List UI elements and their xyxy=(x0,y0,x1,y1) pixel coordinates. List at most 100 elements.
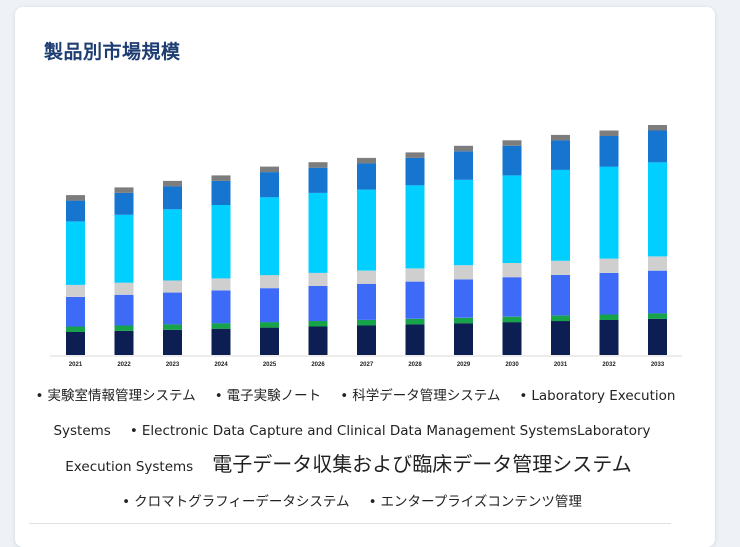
bar-segment-2027-s2 xyxy=(357,283,376,320)
bar-segment-2024-s4 xyxy=(211,205,231,279)
bar-segment-2030-s5 xyxy=(502,145,522,176)
bar-segment-2025-s2 xyxy=(260,288,279,323)
bar-segment-2027-s4 xyxy=(357,189,376,271)
legend-item-lims: • 実験室情報管理システム xyxy=(35,388,196,404)
bar-segment-2031-s3 xyxy=(551,260,570,275)
bar-segment-2026-s3 xyxy=(308,272,328,286)
bar-segment-2026-s4 xyxy=(308,192,328,273)
bar-segment-2023-s2 xyxy=(163,292,182,325)
bar-segment-2021-s5 xyxy=(66,200,85,222)
bar-segment-2033-s5 xyxy=(648,130,667,163)
x-tick-2023: 2023 xyxy=(166,362,180,368)
bar-segment-2032-s3 xyxy=(599,258,619,273)
bar-segment-2029-s1 xyxy=(454,317,473,324)
bar-segment-2025-s4 xyxy=(260,197,279,276)
bar-segment-2023-s0 xyxy=(163,329,182,355)
bar-segment-2025-s6 xyxy=(260,166,279,173)
bar-segment-2027-s3 xyxy=(357,270,376,284)
bar-segment-2022-s6 xyxy=(114,187,134,193)
bar-segment-2028-s6 xyxy=(405,152,425,158)
x-tick-2025: 2025 xyxy=(263,362,277,368)
bar-segment-2021-s4 xyxy=(66,221,85,285)
bar-segment-2021-s3 xyxy=(66,284,85,297)
bar-segment-2029-s4 xyxy=(454,179,473,266)
bar-segment-2023-s5 xyxy=(163,186,182,210)
bar-segment-2031-s4 xyxy=(551,169,570,261)
bar-segment-2032-s4 xyxy=(599,166,619,259)
bar-segment-2032-s0 xyxy=(599,320,619,355)
bar-segment-2021-s2 xyxy=(66,297,85,327)
bar-segment-2033-s1 xyxy=(648,313,667,319)
section-title: 製品別市場規模 xyxy=(44,41,181,63)
x-tick-2028: 2028 xyxy=(408,362,422,368)
bar-segment-2033-s0 xyxy=(648,318,667,355)
bar-segment-2026-s0 xyxy=(308,326,328,355)
bar-segment-2028-s5 xyxy=(405,157,425,186)
legend-item-eln: • 電子実験ノート xyxy=(214,388,322,404)
bar-segment-2032-s2 xyxy=(599,272,619,315)
bar-segment-2030-s3 xyxy=(502,263,522,278)
bar-segment-2028-s0 xyxy=(405,324,425,355)
bar-segment-2031-s2 xyxy=(551,275,570,316)
bar-segment-2029-s0 xyxy=(454,323,473,355)
bar-segment-2030-s1 xyxy=(502,316,522,323)
legend-item-edc-en: • Electronic Data Capture and Clinical Da… xyxy=(65,423,651,475)
bar-segment-2026-s1 xyxy=(308,321,328,327)
bar-segment-2028-s3 xyxy=(405,268,425,282)
divider xyxy=(29,523,671,524)
legend-item-cds: • クロマトグラフィーデータシステム xyxy=(122,494,350,510)
bar-segment-2033-s2 xyxy=(648,270,667,314)
bar-segment-2024-s5 xyxy=(211,180,231,205)
bar-segment-2022-s2 xyxy=(114,294,134,326)
bar-segment-2023-s3 xyxy=(163,280,182,293)
legend-item-sdms: • 科学データ管理システム xyxy=(340,388,501,404)
legend-item-les: • Laboratory Execution Systems xyxy=(53,388,676,439)
bar-segment-2026-s5 xyxy=(308,167,328,193)
bars-group xyxy=(66,125,667,355)
x-tick-2029: 2029 xyxy=(457,362,471,368)
bar-segment-2029-s2 xyxy=(454,279,473,318)
bar-segment-2022-s3 xyxy=(114,282,134,295)
bar-segment-2032-s5 xyxy=(599,136,619,167)
bar-segment-2024-s6 xyxy=(211,175,231,181)
x-tick-2032: 2032 xyxy=(602,362,616,368)
legend-item-edc-ja: 電子データ収集および臨床データ管理システム xyxy=(212,452,632,476)
bar-segment-2023-s1 xyxy=(163,324,182,330)
bar-segment-2025-s5 xyxy=(260,172,279,198)
bar-segment-2023-s4 xyxy=(163,209,182,281)
bar-segment-2032-s6 xyxy=(599,130,619,136)
bar-segment-2023-s6 xyxy=(163,180,182,187)
x-tick-2026: 2026 xyxy=(311,362,325,368)
bar-segment-2024-s0 xyxy=(211,328,231,355)
bar-segment-2022-s1 xyxy=(114,325,134,331)
bar-segment-2022-s4 xyxy=(114,214,134,283)
x-tick-2031: 2031 xyxy=(554,362,568,368)
bar-segment-2031-s1 xyxy=(551,315,570,322)
bar-segment-2030-s6 xyxy=(502,140,522,146)
bar-segment-2022-s5 xyxy=(114,192,134,215)
bar-segment-2024-s3 xyxy=(211,278,231,291)
x-tick-2027: 2027 xyxy=(360,362,374,368)
x-tick-2021: 2021 xyxy=(69,362,83,368)
bar-segment-2021-s0 xyxy=(66,332,85,355)
bar-segment-2029-s3 xyxy=(454,265,473,280)
bar-segment-2028-s4 xyxy=(405,185,425,269)
bar-segment-2026-s6 xyxy=(308,162,328,168)
x-tick-2030: 2030 xyxy=(505,362,519,368)
bar-segment-2021-s1 xyxy=(66,326,85,332)
bar-segment-2024-s1 xyxy=(211,323,231,329)
x-tick-2033: 2033 xyxy=(651,362,665,368)
bar-segment-2033-s3 xyxy=(648,256,667,271)
bar-segment-2027-s1 xyxy=(357,320,376,326)
x-tick-2024: 2024 xyxy=(214,362,228,368)
bar-segment-2027-s0 xyxy=(357,325,376,355)
bar-segment-2024-s2 xyxy=(211,290,231,324)
stacked-bar-chart: 2021 2022 2023 2024 2025 2026 2027 2028 2029 2030… xyxy=(50,125,682,368)
bar-segment-2029-s5 xyxy=(454,151,473,180)
legend-item-ecm: • エンタープライズコンテンツ管理 xyxy=(368,494,582,510)
bar-segment-2033-s4 xyxy=(648,162,667,257)
bar-segment-2022-s0 xyxy=(114,330,134,355)
bar-segment-2027-s5 xyxy=(357,163,376,190)
bar-segment-2031-s0 xyxy=(551,321,570,355)
bar-segment-2031-s6 xyxy=(551,134,570,141)
